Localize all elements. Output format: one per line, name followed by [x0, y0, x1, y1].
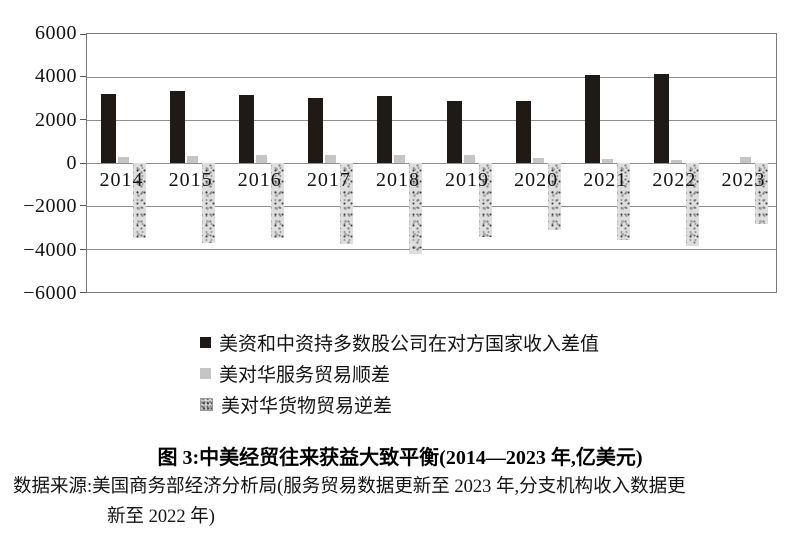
y-axis-tick — [80, 76, 86, 78]
bar-series2-2021 — [601, 159, 613, 163]
y-axis-tick — [80, 162, 86, 164]
legend-item-3: 美对华货物贸易逆差 — [200, 389, 599, 420]
bar-group-2017: 2017 — [294, 34, 363, 292]
legend-label: 美资和中资持多数股公司在对方国家收入差值 — [219, 334, 600, 355]
legend-label: 美对华服务贸易顺差 — [219, 365, 391, 386]
bar-series2-2018 — [394, 154, 406, 163]
bar-series2-2023 — [739, 157, 751, 163]
x-axis-label-2015: 2015 — [168, 169, 213, 191]
bar-series3-2014 — [133, 163, 146, 238]
legend-swatch-icon — [200, 368, 211, 379]
x-axis-label-2016: 2016 — [237, 169, 282, 191]
y-axis-tick — [80, 291, 86, 293]
gridline — [87, 249, 776, 250]
bar-series3-2016 — [271, 163, 285, 239]
y-axis-tick — [80, 33, 86, 35]
y-axis-labels: 6000 4000 2000 0 −2000 −4000 −6000 — [0, 22, 80, 304]
bar-group-2020: 2020 — [502, 34, 571, 292]
bar-series1-2020 — [515, 100, 531, 163]
y-axis-label: 0 — [66, 152, 77, 174]
bar-group-2014: 2014 — [87, 34, 156, 292]
bar-series1-2018 — [377, 95, 393, 163]
bar-series3-2015 — [202, 163, 216, 243]
x-axis-label-2019: 2019 — [445, 169, 490, 191]
gridline — [87, 206, 776, 207]
x-axis-label-2017: 2017 — [306, 169, 351, 191]
y-axis-tick — [80, 248, 86, 250]
y-axis-tick — [80, 119, 86, 121]
bar-series3-2023 — [754, 163, 768, 224]
bar-series2-2016 — [256, 155, 268, 163]
data-source-line-1: 数据来源:美国商务部经济分析局(服务贸易数据更新至 2023 年,分支机构收入数… — [13, 477, 686, 497]
bar-group-2015: 2015 — [156, 34, 225, 292]
bar-series1-2016 — [239, 94, 255, 163]
legend-swatch-icon — [200, 337, 211, 348]
bar-series1-2014 — [101, 93, 116, 163]
bar-series1-2017 — [308, 98, 324, 163]
bar-series3-2020 — [547, 163, 561, 231]
gridline — [87, 163, 776, 164]
x-axis-label-2022: 2022 — [652, 169, 697, 191]
plot-area: 2014 2015 2016 2017 2018 2019 2020 2021 2022 2023 — [80, 33, 778, 293]
data-source-note: 数据来源:美国商务部经济分析局(服务贸易数据更新至 2023 年,分支机构收入数… — [13, 472, 795, 532]
x-axis-label-2023: 2023 — [721, 169, 766, 191]
y-axis-label: −4000 — [23, 238, 77, 261]
legend-swatch-icon — [200, 398, 213, 411]
bar-series3-2017 — [340, 163, 354, 245]
gridline — [87, 120, 776, 121]
x-axis-label-2014: 2014 — [99, 169, 144, 191]
bar-series1-2019 — [446, 101, 462, 163]
bar-series3-2018 — [409, 163, 423, 254]
y-axis-label: 4000 — [35, 65, 77, 88]
bar-series2-2015 — [187, 156, 199, 163]
bar-series2-2019 — [463, 155, 475, 163]
bar-series2-2022 — [670, 160, 682, 163]
y-axis-tick — [80, 205, 86, 207]
gridline — [87, 77, 776, 78]
x-axis-label-2018: 2018 — [375, 169, 420, 191]
bar-group-2023: 2023 — [709, 34, 778, 292]
bar-group-2018: 2018 — [363, 34, 432, 292]
y-axis-label: 2000 — [35, 108, 77, 131]
bar-series1-2022 — [653, 73, 669, 163]
bar-series1-2015 — [170, 90, 186, 163]
legend-label: 美对华货物贸易逆差 — [221, 396, 393, 417]
bar-series3-2019 — [478, 163, 492, 238]
x-axis-label-2021: 2021 — [583, 169, 628, 191]
y-axis-label: −6000 — [23, 282, 77, 304]
x-axis-label-2020: 2020 — [514, 169, 559, 191]
y-axis-label: −2000 — [23, 195, 77, 218]
bar-series2-2014 — [118, 156, 129, 163]
bar-series1-2021 — [584, 74, 600, 163]
bar-series2-2017 — [325, 154, 337, 163]
bar-group-2019: 2019 — [433, 34, 502, 292]
bar-series2-2020 — [532, 157, 544, 163]
bar-group-2022: 2022 — [640, 34, 709, 292]
chart-legend: 美资和中资持多数股公司在对方国家收入差值 美对华服务贸易顺差 美对华货物贸易逆差 — [200, 327, 599, 420]
bar-group-2016: 2016 — [225, 34, 294, 292]
figure-caption: 图 3:中美经贸往来获益大致平衡(2014—2023 年,亿美元) — [157, 447, 643, 469]
y-axis-label: 6000 — [35, 22, 77, 44]
legend-item-1: 美资和中资持多数股公司在对方国家收入差值 — [200, 327, 599, 358]
legend-item-2: 美对华服务贸易顺差 — [200, 358, 599, 389]
data-source-line-2: 新至 2022 年) — [107, 507, 215, 527]
bar-group-2021: 2021 — [571, 34, 640, 292]
bar-series3-2021 — [616, 163, 630, 240]
bar-series3-2022 — [685, 163, 699, 246]
